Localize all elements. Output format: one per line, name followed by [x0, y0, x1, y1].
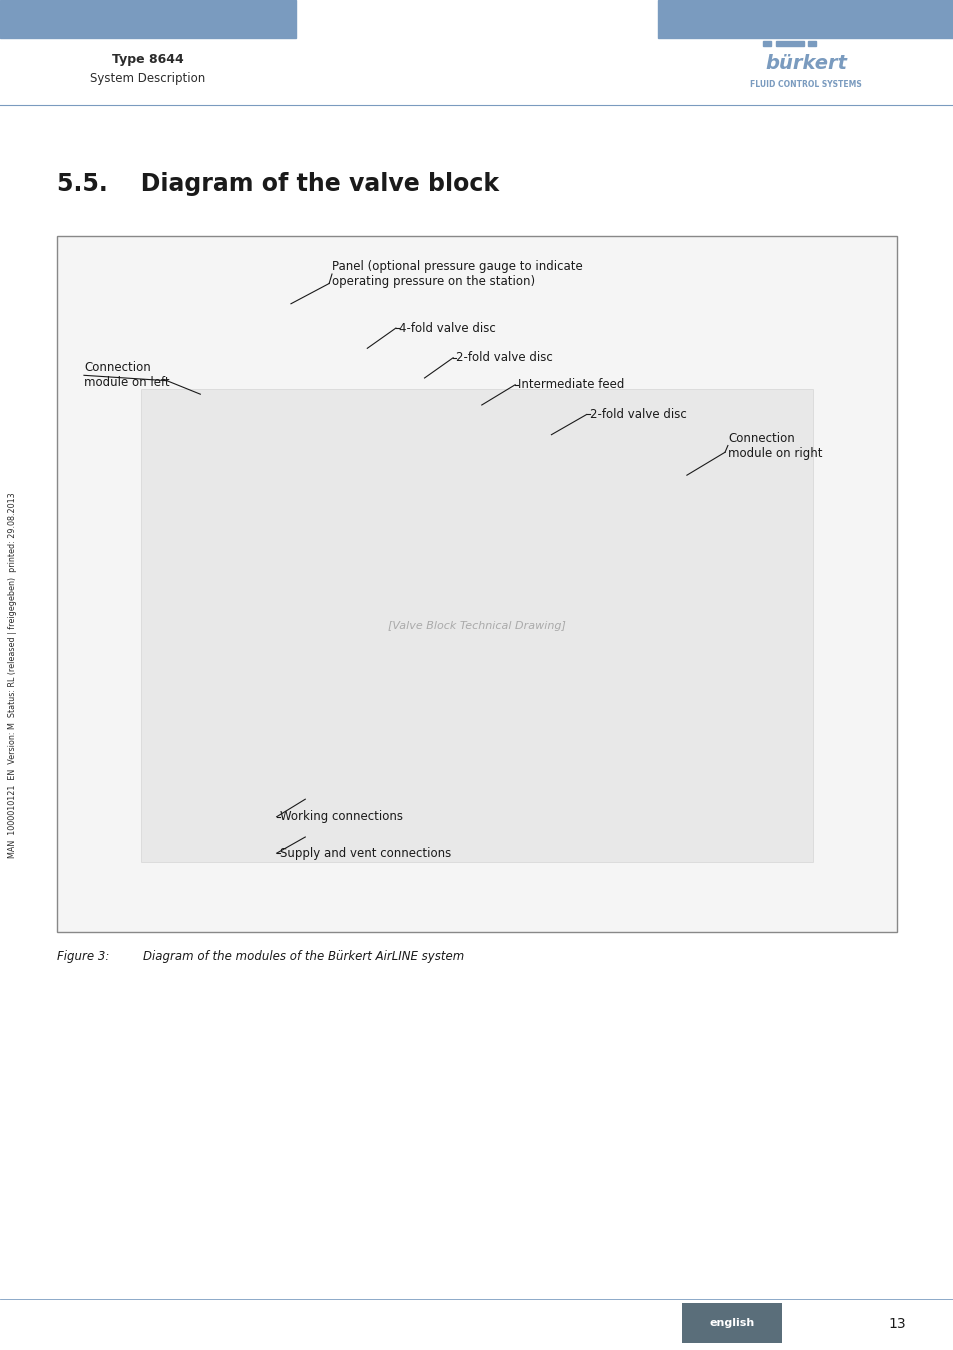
Text: 4-fold valve disc: 4-fold valve disc [398, 321, 495, 335]
Bar [141, 389, 812, 863]
Bar [57, 236, 896, 931]
Text: Connection
module on left: Connection module on left [84, 362, 170, 389]
Text: [Valve Block Technical Drawing]: [Valve Block Technical Drawing] [388, 621, 565, 630]
Text: 2-fold valve disc: 2-fold valve disc [456, 351, 552, 364]
Text: System Description: System Description [91, 72, 205, 85]
Text: MAN  1000010121  EN  Version: M  Status: RL (released | freigegeben)  printed: 2: MAN 1000010121 EN Version: M Status: RL … [8, 493, 17, 857]
Text: 2-fold valve disc: 2-fold valve disc [589, 408, 685, 421]
Text: Diagram of the modules of the Bürkert AirLINE system: Diagram of the modules of the Bürkert Ai… [143, 950, 464, 964]
Bar [681, 1303, 781, 1343]
Text: FLUID CONTROL SYSTEMS: FLUID CONTROL SYSTEMS [749, 80, 862, 89]
Text: english: english [709, 1318, 754, 1328]
Text: Figure 3:: Figure 3: [57, 950, 110, 964]
Bar [807, 42, 815, 46]
Bar [0, 0, 295, 38]
Text: Intermediate feed: Intermediate feed [517, 378, 624, 392]
Text: Panel (optional pressure gauge to indicate
operating pressure on the station): Panel (optional pressure gauge to indica… [332, 261, 582, 288]
Bar [762, 42, 770, 46]
Text: Supply and vent connections: Supply and vent connections [279, 846, 451, 860]
Bar [658, 0, 953, 38]
Text: bürkert: bürkert [764, 54, 846, 73]
Text: 5.5.    Diagram of the valve block: 5.5. Diagram of the valve block [57, 171, 498, 196]
Text: Type 8644: Type 8644 [112, 53, 184, 66]
Text: Connection
module on right: Connection module on right [727, 432, 821, 459]
Text: Working connections: Working connections [279, 810, 402, 824]
Text: 13: 13 [887, 1318, 904, 1331]
Bar [775, 42, 803, 46]
